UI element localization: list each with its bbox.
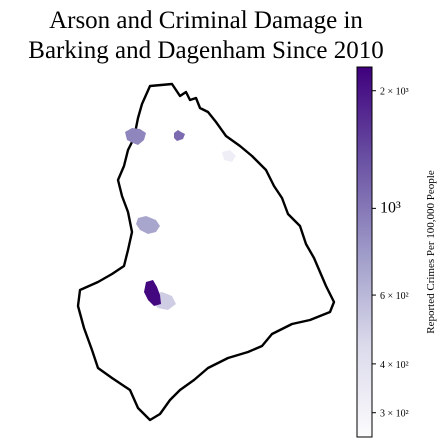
colorbar-label: Reported Crimes Per 100,000 People — [425, 170, 437, 334]
hotspot-north-west — [125, 128, 146, 145]
colorbar-gradient — [356, 66, 373, 438]
hotspot-north — [174, 130, 185, 141]
colorbar-tick-label: 3 × 10² — [380, 409, 409, 420]
borough-outline — [76, 82, 336, 422]
hotspot-west-centre — [136, 216, 160, 234]
colorbar-tick-label: 4 × 10² — [380, 360, 409, 371]
hotspot-north-east-faint — [222, 150, 236, 162]
hotspot-south-west-dark — [144, 280, 161, 306]
colorbar-tick-label: 10³ — [380, 199, 401, 216]
colorbar-tick-label: 6 × 10² — [380, 291, 409, 302]
colorbar-tick-label: 2 × 10³ — [380, 87, 409, 98]
hotspot-regions — [125, 128, 236, 310]
colorbar-ticks: 3 × 10² 4 × 10² 6 × 10² 10³ 2 × 10³ — [372, 87, 409, 420]
map-title: Arson and Criminal Damage in Barking and… — [28, 7, 384, 64]
borough-map — [76, 82, 336, 422]
